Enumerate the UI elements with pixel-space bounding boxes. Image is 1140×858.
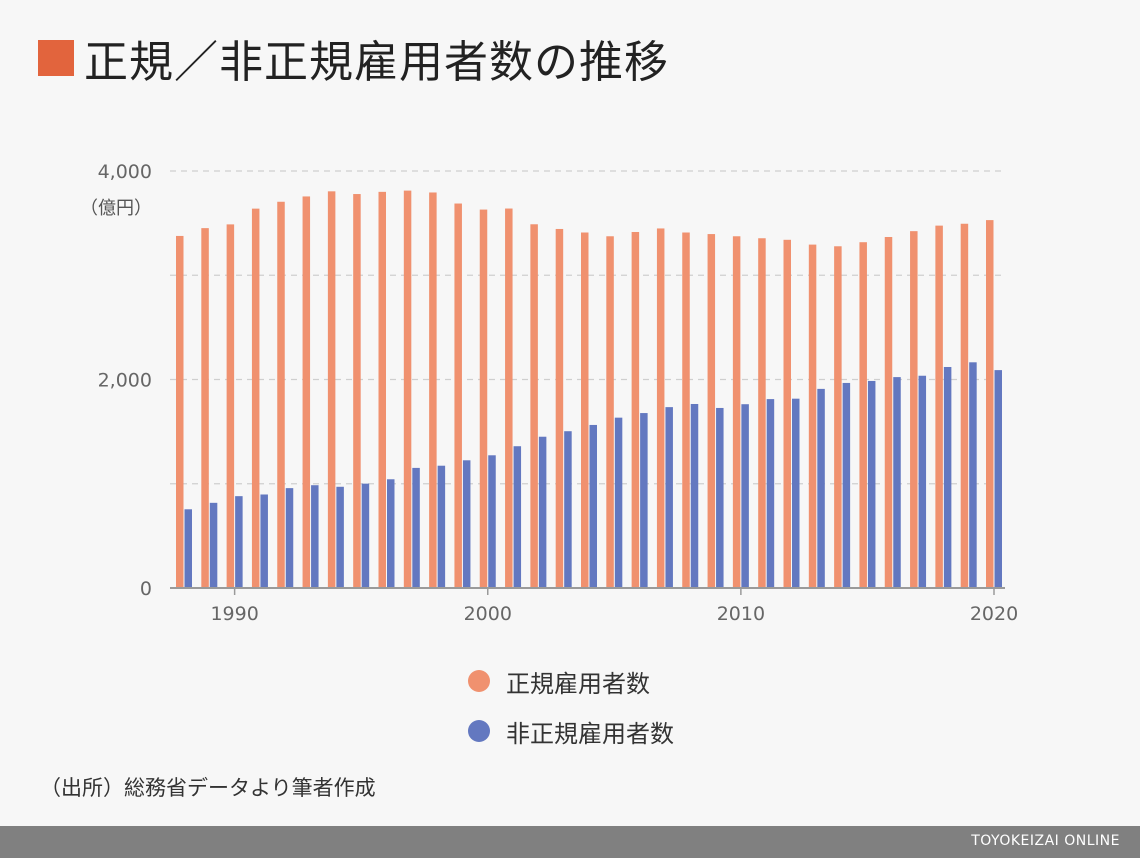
- bar-nonregular: [361, 483, 370, 588]
- bar-regular: [327, 191, 336, 589]
- bar-regular: [631, 231, 640, 588]
- bar-nonregular: [716, 407, 724, 588]
- x-tick-label: 1990: [210, 603, 258, 625]
- legend-dot-nonregular-icon: [468, 720, 490, 742]
- title-square-icon: [38, 40, 74, 76]
- chart-legend: 正規雇用者数 非正規雇用者数: [468, 656, 674, 756]
- bar-regular: [505, 208, 513, 588]
- bar-nonregular: [209, 502, 218, 588]
- bar-nonregular: [690, 403, 699, 588]
- bar-regular: [732, 236, 741, 588]
- bar-regular: [935, 225, 943, 588]
- x-tick-label: 2010: [717, 603, 765, 625]
- bar-nonregular: [969, 362, 977, 588]
- chart-title: 正規／非正規雇用者数の推移: [84, 37, 669, 88]
- bar-nonregular: [285, 488, 294, 588]
- bar-regular: [606, 236, 614, 588]
- bar-regular: [884, 236, 893, 589]
- bar-regular: [783, 239, 791, 588]
- legend-item-nonregular: 非正規雇用者数: [468, 706, 674, 756]
- bar-nonregular: [766, 399, 775, 588]
- bar-nonregular: [260, 494, 268, 588]
- source-note: （出所）総務省データより筆者作成: [40, 776, 376, 800]
- bar-regular: [353, 194, 361, 588]
- bar-regular: [555, 228, 564, 588]
- bar-nonregular: [994, 370, 1002, 588]
- bar-nonregular: [488, 455, 496, 588]
- bar-regular: [277, 201, 285, 588]
- brand-logo-text: TOYOKEIZAI ONLINE: [971, 833, 1120, 849]
- bar-regular: [479, 209, 488, 588]
- bar-regular: [302, 196, 311, 588]
- bar-regular: [251, 208, 260, 588]
- bar-nonregular: [614, 417, 623, 588]
- bar-nonregular: [513, 446, 522, 588]
- bar-nonregular: [842, 382, 851, 588]
- bar-regular: [758, 238, 766, 588]
- bar-nonregular: [311, 485, 319, 588]
- bar-nonregular: [741, 404, 749, 588]
- bar-regular: [403, 190, 412, 588]
- y-tick-label: 0: [140, 578, 152, 600]
- bar-nonregular: [437, 465, 446, 588]
- bar-nonregular: [336, 486, 344, 588]
- bar-regular: [378, 191, 386, 588]
- bar-nonregular: [943, 366, 952, 588]
- bar-regular: [960, 223, 969, 589]
- bar-regular: [656, 228, 665, 588]
- bar-nonregular: [867, 380, 876, 588]
- bar-nonregular: [387, 479, 395, 588]
- bar-nonregular: [893, 377, 901, 588]
- bar-regular: [682, 232, 690, 588]
- legend-label-regular: 正規雇用者数: [506, 669, 650, 698]
- x-tick-label: 2020: [970, 603, 1018, 625]
- y-axis-unit-label: （億円）: [80, 198, 152, 219]
- bar-regular: [986, 220, 994, 588]
- bar-regular: [859, 242, 867, 588]
- legend-label-nonregular: 非正規雇用者数: [506, 719, 674, 748]
- bar-regular: [454, 203, 462, 588]
- bar-regular: [226, 224, 235, 588]
- bar-nonregular: [817, 388, 825, 588]
- bar-nonregular: [412, 467, 420, 588]
- bar-regular: [834, 246, 842, 588]
- bar-nonregular: [665, 407, 673, 588]
- bar-regular: [530, 224, 538, 589]
- bar-regular: [707, 234, 716, 589]
- bar-regular: [910, 231, 918, 588]
- bar-regular: [176, 235, 184, 588]
- bar-regular: [808, 244, 817, 588]
- legend-item-regular: 正規雇用者数: [468, 656, 674, 706]
- x-tick-label: 2000: [464, 603, 512, 625]
- bar-nonregular: [235, 496, 243, 588]
- bar-regular: [581, 232, 589, 588]
- bar-nonregular: [792, 398, 800, 588]
- bar-nonregular: [918, 375, 927, 588]
- footer-bar: TOYOKEIZAI ONLINE: [0, 826, 1140, 858]
- legend-dot-regular-icon: [468, 670, 490, 692]
- bar-nonregular: [564, 431, 572, 588]
- bar-chart: 0 2,000 4,000 （億円） 1990 2000 2010 2020: [80, 161, 1018, 625]
- bar-regular: [429, 192, 437, 588]
- bar-nonregular: [462, 460, 471, 588]
- bar-nonregular: [640, 413, 648, 588]
- bar-regular: [201, 228, 209, 588]
- bar-nonregular: [184, 509, 192, 588]
- bar-nonregular: [538, 436, 547, 588]
- chart-title-row: 正規／非正規雇用者数の推移: [38, 28, 669, 88]
- y-tick-label: 4,000: [98, 161, 152, 183]
- y-tick-label: 2,000: [98, 370, 152, 392]
- bar-nonregular: [589, 424, 597, 588]
